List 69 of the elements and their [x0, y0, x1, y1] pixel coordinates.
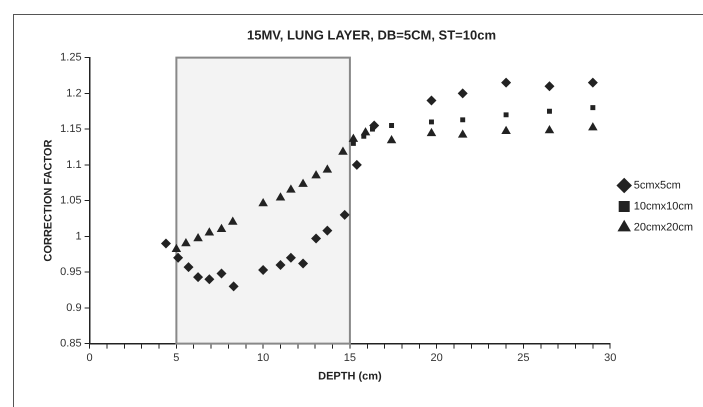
point	[426, 128, 436, 136]
y-tick-label: 1.1	[66, 158, 82, 171]
point	[338, 146, 348, 155]
x-tick-label: 10	[257, 352, 270, 364]
x-tick-label: 15	[344, 352, 356, 364]
point	[311, 170, 321, 178]
point	[193, 232, 203, 242]
point	[386, 135, 396, 144]
y-axis-title: CORRECTION FACTOR	[42, 140, 55, 262]
point	[181, 238, 191, 246]
point	[588, 78, 598, 88]
legend-label: 5cmx5cm	[634, 180, 681, 192]
point	[258, 264, 268, 275]
point	[389, 123, 394, 128]
point	[228, 216, 238, 225]
point	[460, 117, 466, 122]
point	[286, 184, 296, 193]
x-tick-label: 30	[604, 352, 616, 364]
point	[298, 178, 308, 187]
point	[544, 81, 554, 92]
point	[428, 119, 434, 124]
point	[216, 268, 226, 279]
y-tick-label: 1	[75, 230, 82, 242]
point	[322, 164, 332, 173]
x-tick-label: 0	[86, 352, 93, 364]
point	[160, 238, 171, 248]
y-tick-label: 1.25	[60, 52, 82, 64]
point	[546, 108, 552, 114]
legend-label: 10cmx10cm	[634, 200, 693, 213]
point	[501, 126, 511, 134]
point	[361, 134, 366, 139]
point	[340, 210, 350, 220]
x-axis-title: DEPTH (cm)	[318, 370, 382, 382]
point	[204, 274, 214, 284]
point	[173, 252, 184, 263]
y-tick-label: 1.15	[60, 123, 82, 136]
point	[228, 281, 239, 292]
chart-title: 15MV, LUNG LAYER, DB=5CM, ST=10cm	[246, 27, 496, 42]
point	[298, 258, 308, 269]
point	[258, 198, 268, 206]
point	[590, 105, 596, 110]
y-tick-label: 1.05	[60, 194, 82, 207]
point	[352, 160, 362, 170]
point	[544, 125, 554, 134]
x-tick-label: 25	[517, 352, 530, 364]
x-tick-label: 5	[173, 352, 180, 364]
point	[311, 233, 322, 244]
point	[286, 252, 296, 263]
point	[322, 226, 332, 236]
point	[276, 192, 286, 200]
point	[204, 227, 214, 236]
y-tick-label: 1.2	[66, 87, 82, 100]
point	[501, 78, 512, 88]
point	[184, 262, 194, 272]
y-tick-label: 0.9	[66, 302, 82, 314]
point	[588, 122, 598, 130]
y-tick-label: 0.95	[60, 266, 82, 278]
y-tick-label: 0.85	[60, 338, 82, 350]
point	[426, 96, 436, 106]
point	[369, 120, 380, 131]
legend-label: 20cmx20cm	[634, 222, 693, 234]
point	[458, 88, 468, 98]
point	[275, 260, 286, 270]
point	[504, 112, 509, 118]
x-tick-label: 20	[430, 352, 443, 364]
point	[458, 129, 468, 138]
point	[172, 244, 182, 252]
point	[193, 272, 204, 282]
point	[216, 224, 226, 232]
